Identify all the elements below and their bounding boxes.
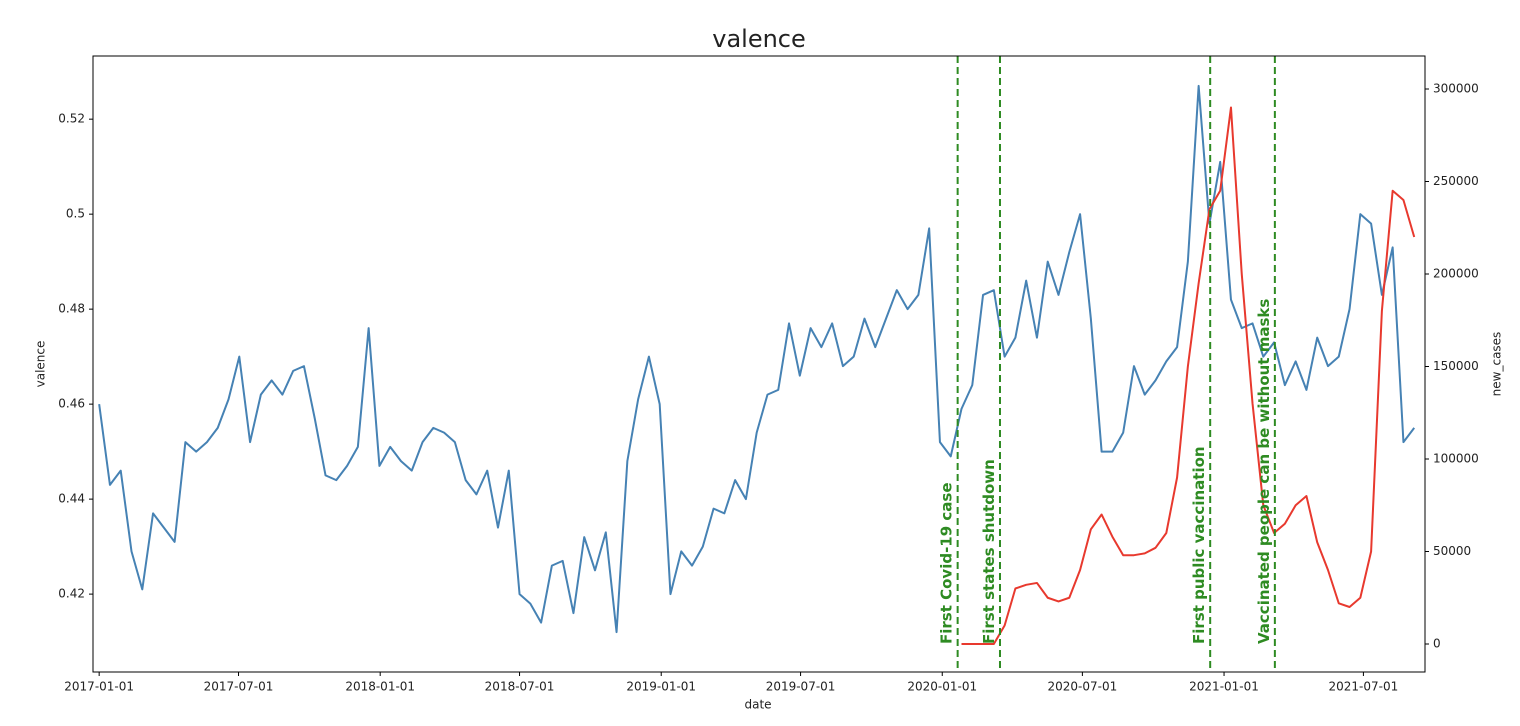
x-tick-label: 2018-07-01 <box>485 680 555 694</box>
y-axis-label: valence <box>34 341 48 388</box>
y-tick-label: 0.44 <box>58 492 85 506</box>
y2-tick-label: 50000 <box>1433 544 1471 558</box>
x-tick-label: 2019-01-01 <box>626 680 696 694</box>
event-label: Vaccinated people can be without masks <box>1255 299 1273 644</box>
x-tick-label: 2020-01-01 <box>907 680 977 694</box>
event-label: First public vaccination <box>1190 446 1208 644</box>
chart-title: valence <box>712 25 806 53</box>
x-tick-label: 2021-07-01 <box>1329 680 1399 694</box>
y2-tick-label: 200000 <box>1433 267 1479 281</box>
event-label: First Covid-19 case <box>938 482 956 644</box>
x-tick-label: 2017-07-01 <box>204 680 274 694</box>
x-tick-label: 2020-07-01 <box>1048 680 1118 694</box>
y2-tick-label: 100000 <box>1433 452 1479 466</box>
line-series <box>98 84 1416 634</box>
y2-tick-label: 250000 <box>1433 174 1479 188</box>
x-axis-label: date <box>744 698 771 712</box>
x-tick-label: 2019-07-01 <box>766 680 836 694</box>
y2-tick-label: 150000 <box>1433 359 1479 373</box>
line-series <box>961 106 1416 645</box>
x-tick-label: 2021-01-01 <box>1189 680 1259 694</box>
x-tick-label: 2018-01-01 <box>345 680 415 694</box>
y2-axis-label: new_cases <box>1490 332 1504 397</box>
y2-tick-label: 0 <box>1433 637 1441 651</box>
y-tick-label: 0.5 <box>66 207 85 221</box>
x-tick-label: 2017-01-01 <box>64 680 134 694</box>
y-tick-label: 0.46 <box>58 397 85 411</box>
event-label: First states shutdown <box>980 459 998 644</box>
plot-frame <box>92 55 1426 673</box>
y-tick-label: 0.52 <box>58 112 85 126</box>
y-tick-label: 0.42 <box>58 587 85 601</box>
y2-tick-label: 300000 <box>1433 82 1479 96</box>
y-tick-label: 0.48 <box>58 302 85 316</box>
